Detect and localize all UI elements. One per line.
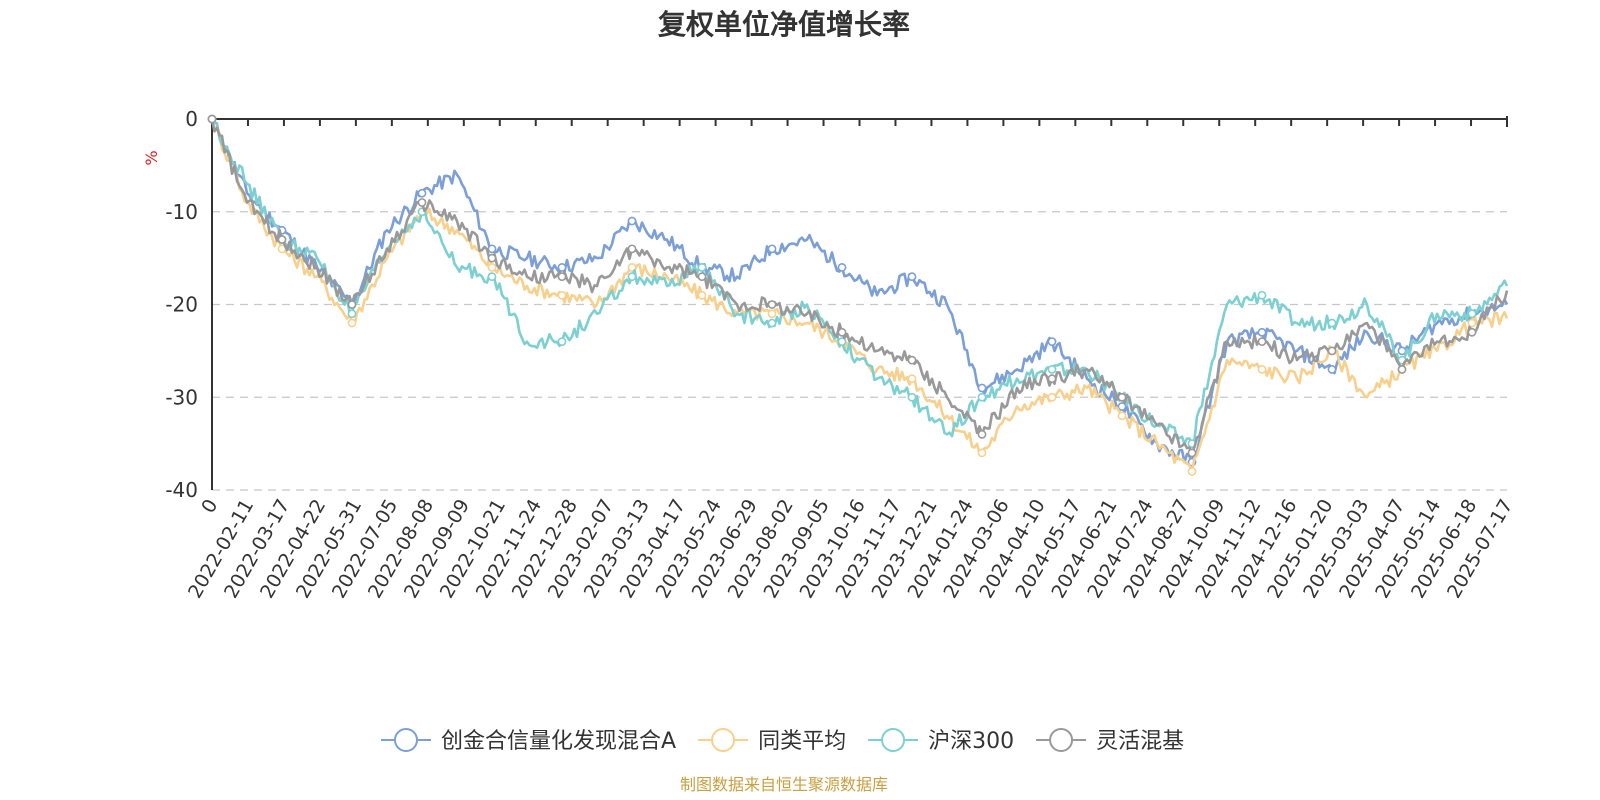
data-point — [767, 244, 777, 254]
data-point — [557, 337, 567, 346]
legend-label: 灵活混基 — [1096, 729, 1184, 754]
legend-item[interactable]: 沪深300 — [868, 728, 1014, 754]
grid-lines — [212, 211, 1507, 491]
data-point — [487, 262, 497, 272]
data-point — [1117, 411, 1127, 421]
legend-marker-icon — [1049, 728, 1074, 752]
data-point — [1187, 448, 1197, 458]
data-point — [1467, 309, 1477, 319]
data-point — [1047, 365, 1057, 374]
y-axis-unit: % — [142, 150, 161, 165]
data-point — [1117, 392, 1127, 402]
data-point — [1397, 365, 1407, 374]
data-point — [697, 290, 707, 300]
data-point — [1047, 337, 1057, 346]
data-point — [207, 114, 217, 124]
data-point — [417, 188, 427, 198]
data-point — [977, 392, 987, 402]
legend-item[interactable]: 灵活混基 — [1036, 728, 1184, 754]
data-point — [907, 355, 917, 365]
data-point — [1467, 318, 1477, 328]
series-lines — [207, 114, 1509, 476]
data-point — [487, 253, 497, 263]
data-point — [977, 448, 987, 458]
data-point — [907, 374, 917, 384]
data-point — [1187, 467, 1197, 476]
y-tick-label: -30 — [165, 385, 198, 409]
legend: 创金合信量化发现混合A 同类平均 沪深300 灵活混基 — [381, 728, 1184, 754]
data-point — [1117, 402, 1127, 411]
data-point — [557, 290, 567, 300]
data-point — [627, 244, 637, 254]
data-point — [767, 309, 777, 319]
data-point — [1257, 290, 1267, 300]
data-point — [697, 272, 707, 282]
data-point — [1257, 327, 1267, 337]
data-point — [837, 337, 847, 346]
legend-label: 同类平均 — [758, 729, 846, 754]
x-tick-label: 0 — [197, 496, 222, 517]
data-point — [697, 262, 707, 272]
data-point — [837, 327, 847, 337]
legend-marker-icon — [711, 728, 736, 752]
data-point — [1327, 346, 1337, 356]
axes: 0-10-20-30-4002022-02-112022-03-172022-0… — [165, 107, 1517, 602]
legend-marker-icon — [394, 728, 418, 752]
data-point — [627, 216, 637, 226]
data-point — [487, 244, 497, 254]
legend-label: 沪深300 — [928, 729, 1014, 754]
chart-title: 复权单位净值增长率 — [658, 8, 910, 41]
data-point — [627, 272, 637, 282]
data-point — [767, 300, 777, 309]
data-point — [347, 318, 357, 328]
data-point — [1257, 337, 1267, 346]
series-line — [210, 118, 1509, 464]
legend-item[interactable]: 同类平均 — [698, 728, 846, 754]
data-point — [347, 300, 357, 309]
y-tick-label: -20 — [165, 293, 198, 317]
data-point — [907, 272, 917, 282]
y-tick-label: 0 — [185, 107, 198, 131]
data-point — [487, 272, 497, 282]
data-point — [1397, 346, 1407, 356]
y-tick-label: -10 — [165, 200, 198, 224]
data-point — [347, 309, 357, 319]
data-point — [627, 262, 637, 272]
data-point — [977, 383, 987, 393]
legend-item[interactable]: 创金合信量化发现混合A — [381, 728, 676, 754]
data-point — [1047, 374, 1057, 384]
data-point — [417, 198, 427, 207]
data-point — [837, 262, 847, 272]
data-point — [977, 429, 987, 439]
series-line — [210, 118, 1509, 455]
data-point — [557, 262, 567, 272]
data-point — [1327, 318, 1337, 328]
data-point — [1467, 327, 1477, 337]
data-point — [277, 235, 287, 244]
series-line — [210, 118, 1509, 445]
series-line — [210, 118, 1509, 473]
data-point — [767, 318, 777, 328]
y-tick-label: -40 — [165, 478, 198, 502]
legend-marker-icon — [881, 728, 906, 752]
data-point — [1047, 392, 1057, 402]
data-point — [1327, 365, 1337, 374]
data-point — [557, 272, 567, 282]
source-note: 制图数据来自恒生聚源数据库 — [680, 775, 888, 794]
legend-label: 创金合信量化发现混合A — [441, 729, 676, 754]
data-point — [907, 392, 917, 402]
data-point — [1257, 365, 1267, 374]
